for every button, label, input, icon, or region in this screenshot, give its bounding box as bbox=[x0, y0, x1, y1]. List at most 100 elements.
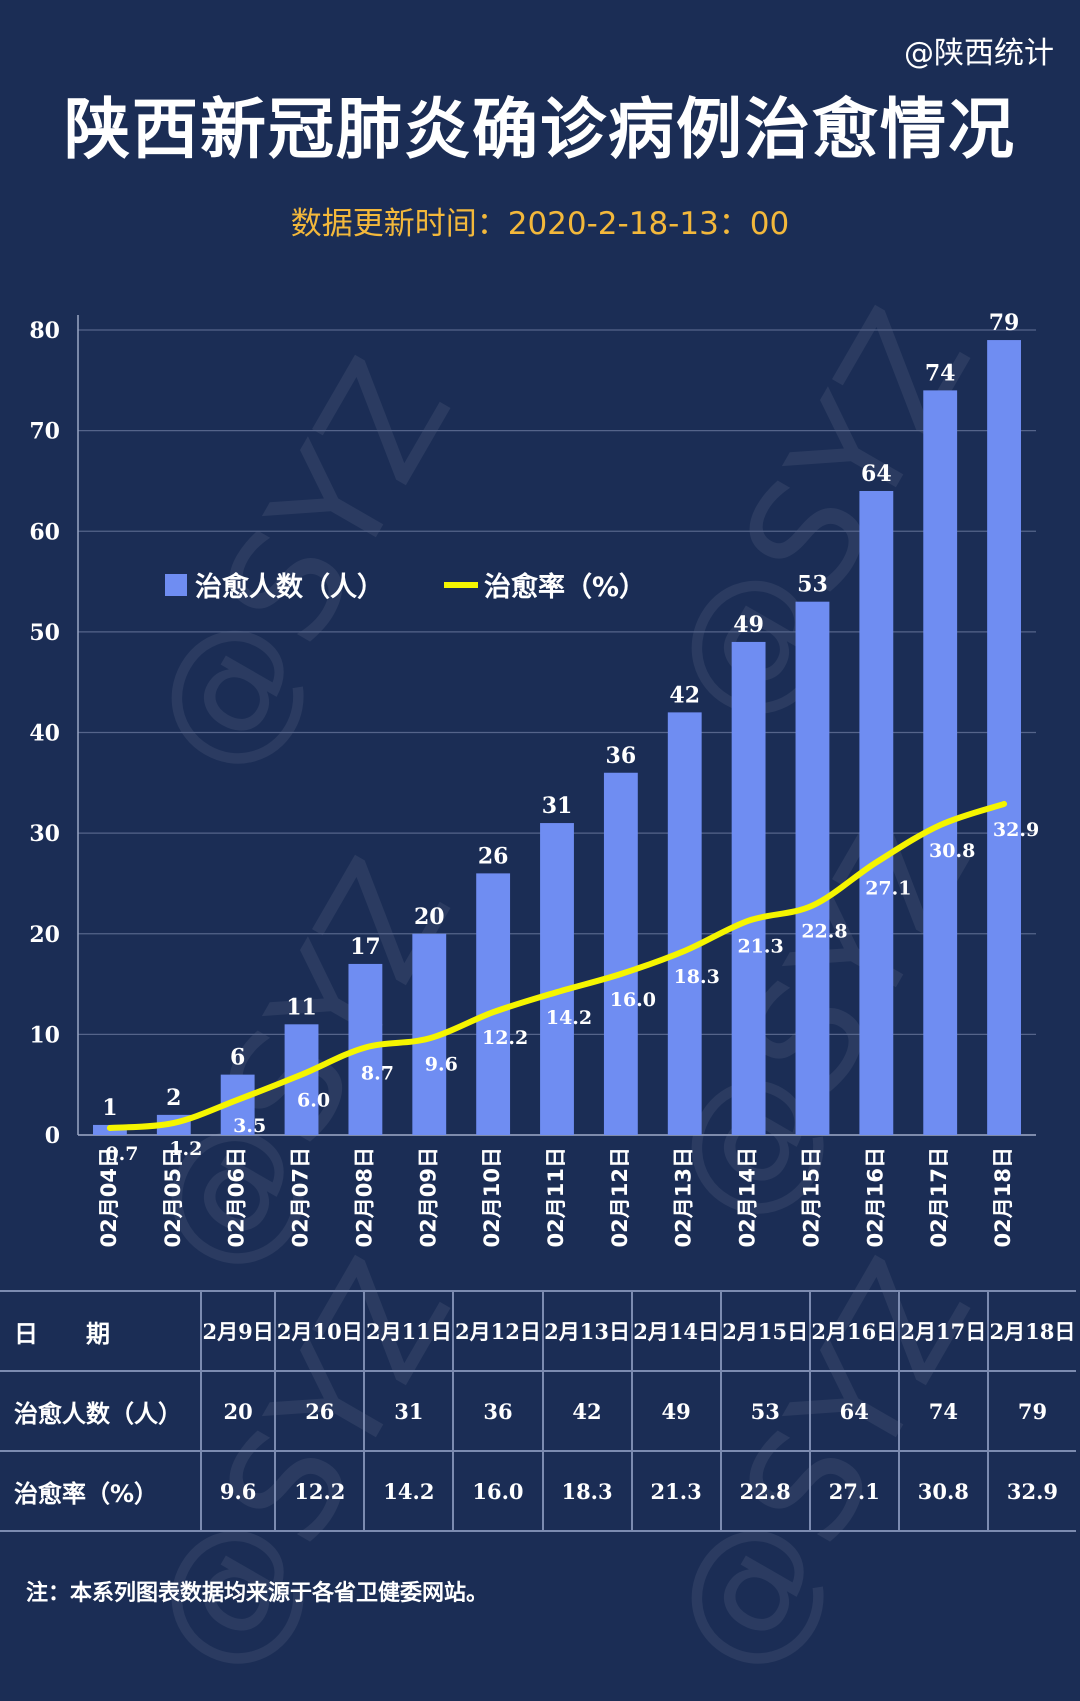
table-cell: 74 bbox=[897, 1370, 989, 1452]
x-tick-label: 02月18日 bbox=[991, 1147, 1015, 1247]
table-cell: 64 bbox=[808, 1370, 900, 1452]
update-time: 数据更新时间：2020-2-18-13：00 bbox=[290, 206, 790, 242]
rate-value-label: 3.5 bbox=[233, 1115, 266, 1137]
x-tick-label: 02月06日 bbox=[225, 1147, 249, 1247]
x-tick-label: 02月16日 bbox=[863, 1147, 887, 1247]
table-row-label: 治愈人数（人） bbox=[0, 1370, 202, 1452]
bar-value-label: 17 bbox=[350, 934, 381, 960]
rate-value-label: 16.0 bbox=[610, 989, 656, 1011]
rate-value-label: 12.2 bbox=[482, 1027, 528, 1049]
x-tick-label: 02月10日 bbox=[480, 1147, 504, 1247]
page-title: 陕西新冠肺炎确诊病例治愈情况 bbox=[64, 91, 1016, 168]
bar-value-label: 36 bbox=[606, 743, 637, 769]
table-cell: 2月15日 bbox=[719, 1290, 811, 1372]
legend-bar-label: 治愈人数（人） bbox=[195, 572, 384, 603]
bar-value-label: 11 bbox=[286, 994, 317, 1020]
table-cell: 27.1 bbox=[808, 1450, 900, 1532]
y-tick-label: 10 bbox=[29, 1022, 60, 1048]
rate-value-label: 8.7 bbox=[361, 1062, 394, 1084]
bar bbox=[923, 390, 958, 1135]
rate-value-label: 18.3 bbox=[674, 966, 720, 988]
data-table: 日 期 2月9日 2月10日 2月11日 2月12日 2月13日 2月14日 2… bbox=[0, 1290, 1076, 1532]
table-cell: 32.9 bbox=[986, 1450, 1076, 1532]
table-row-label: 治愈率（%） bbox=[0, 1450, 202, 1532]
y-tick-label: 40 bbox=[29, 721, 60, 747]
bar bbox=[859, 491, 894, 1135]
table-cell: 14.2 bbox=[363, 1450, 455, 1532]
bar bbox=[795, 601, 830, 1135]
bar-value-label: 74 bbox=[925, 360, 956, 386]
table-cell: 2月10日 bbox=[274, 1290, 366, 1372]
table-cell: 31 bbox=[363, 1370, 455, 1452]
source-note: 注：本系列图表数据均来源于各省卫健委网站。 bbox=[26, 1581, 489, 1606]
x-tick-label: 02月07日 bbox=[289, 1147, 313, 1247]
bar bbox=[667, 712, 702, 1135]
chart-legend: 治愈人数（人） 治愈率（%） bbox=[165, 565, 696, 604]
bar-value-label: 6 bbox=[230, 1045, 245, 1071]
legend-item-line: 治愈率（%） bbox=[444, 565, 646, 604]
table-cell: 16.0 bbox=[452, 1450, 544, 1532]
bar bbox=[987, 340, 1021, 1135]
legend-line-label: 治愈率（%） bbox=[484, 572, 647, 603]
rate-value-label: 6.0 bbox=[297, 1090, 330, 1112]
x-tick-label: 02月05日 bbox=[161, 1147, 185, 1247]
rate-value-label: 21.3 bbox=[737, 936, 783, 958]
table-cell: 36 bbox=[452, 1370, 544, 1452]
rate-value-label: 30.8 bbox=[929, 840, 975, 862]
table-cell: 2月18日 bbox=[986, 1290, 1076, 1372]
legend-bar-swatch bbox=[165, 573, 187, 596]
table-cell: 2月9日 bbox=[199, 1290, 277, 1372]
bar-value-label: 64 bbox=[861, 461, 892, 487]
y-tick-label: 60 bbox=[29, 519, 60, 545]
table-row-rate: 治愈率（%） 9.6 12.2 14.2 16.0 18.3 21.3 22.8… bbox=[0, 1450, 1076, 1532]
y-tick-label: 20 bbox=[29, 922, 60, 948]
table-row-dates: 日 期 2月9日 2月10日 2月11日 2月12日 2月13日 2月14日 2… bbox=[0, 1290, 1076, 1372]
table-cell: 12.2 bbox=[274, 1450, 366, 1532]
table-row-cured: 治愈人数（人） 20 26 31 36 42 49 53 64 74 79 bbox=[0, 1370, 1076, 1452]
rate-value-label: 1.2 bbox=[169, 1138, 202, 1160]
y-tick-label: 80 bbox=[29, 318, 60, 344]
bar-value-label: 53 bbox=[797, 572, 828, 598]
table-cell: 49 bbox=[630, 1370, 722, 1452]
rate-value-label: 32.9 bbox=[993, 819, 1039, 841]
rate-value-label: 14.2 bbox=[546, 1007, 592, 1029]
x-tick-label: 02月15日 bbox=[799, 1147, 823, 1247]
rate-value-label: 9.6 bbox=[425, 1053, 458, 1075]
legend-item-bar: 治愈人数（人） bbox=[165, 565, 384, 604]
bar-value-label: 42 bbox=[669, 682, 700, 708]
x-tick-label: 02月11日 bbox=[544, 1147, 568, 1247]
bar-value-label: 20 bbox=[414, 904, 445, 930]
bar bbox=[476, 873, 511, 1135]
bar-value-label: 79 bbox=[989, 310, 1020, 336]
x-tick-label: 02月12日 bbox=[608, 1147, 632, 1247]
bar bbox=[540, 823, 574, 1135]
credit-label: @陕西统计 bbox=[904, 36, 1054, 71]
y-tick-label: 70 bbox=[29, 419, 60, 445]
rate-value-label: 0.7 bbox=[105, 1143, 138, 1165]
y-tick-label: 50 bbox=[29, 620, 60, 646]
table-cell: 18.3 bbox=[541, 1450, 633, 1532]
table-cell: 2月16日 bbox=[808, 1290, 900, 1372]
rate-value-label: 27.1 bbox=[865, 877, 911, 899]
table-cell: 22.8 bbox=[719, 1450, 811, 1532]
table-cell: 2月13日 bbox=[541, 1290, 633, 1372]
x-tick-label: 02月13日 bbox=[672, 1147, 696, 1247]
y-tick-label: 0 bbox=[45, 1123, 60, 1149]
table-cell: 2月12日 bbox=[452, 1290, 544, 1372]
table-cell: 30.8 bbox=[897, 1450, 989, 1532]
table-cell: 2月11日 bbox=[363, 1290, 455, 1372]
table-cell: 79 bbox=[986, 1370, 1076, 1452]
rate-value-label: 22.8 bbox=[801, 921, 847, 943]
y-tick-label: 30 bbox=[29, 821, 60, 847]
x-tick-label: 02月14日 bbox=[736, 1147, 760, 1247]
bar-value-label: 26 bbox=[478, 843, 509, 869]
x-tick-label: 02月04日 bbox=[97, 1147, 121, 1247]
x-tick-label: 02月09日 bbox=[416, 1147, 440, 1247]
x-tick-label: 02月17日 bbox=[927, 1147, 951, 1247]
legend-line-swatch bbox=[444, 581, 478, 588]
table-cell: 2月17日 bbox=[897, 1290, 989, 1372]
table-cell: 53 bbox=[719, 1370, 811, 1452]
table-cell: 2月14日 bbox=[630, 1290, 722, 1372]
bar-value-label: 1 bbox=[102, 1095, 117, 1121]
